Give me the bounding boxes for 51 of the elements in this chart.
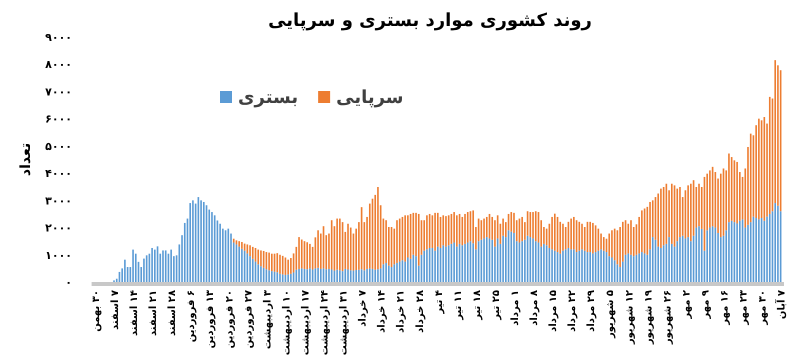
x-tick-label: ۲۷ فروردین: [243, 290, 254, 348]
x-tick-label: ۲۵ تیر: [490, 290, 502, 321]
x-tick-label: ۲۸ خرداد: [414, 290, 426, 333]
x-tick-label: ۲۱ خرداد: [396, 290, 407, 333]
x-tick-label: ۱۶ مهر: [720, 290, 730, 326]
x-tick-label: ۸ مرداد: [529, 290, 540, 326]
x-tick-label: ۶ فروردین: [186, 290, 198, 342]
x-tick-label: ۱۴ خرداد: [376, 290, 388, 333]
x-tick-label: ۵ شهریور: [605, 290, 616, 340]
x-tick-label: ۷ اسفند: [110, 290, 122, 330]
y-tick-label: ۱۰۰۰: [45, 248, 72, 262]
y-tick-label: ۶۰۰۰: [45, 112, 72, 126]
x-tick-label: ۳۰ بهمن: [90, 290, 102, 332]
legend-label: سرپایی: [336, 87, 404, 108]
chart-title: روند کشوری موارد بستری و سرپایی: [268, 10, 592, 31]
x-tick-label: ۷ خرداد: [358, 290, 369, 327]
x-tick-label: ۲۲ مرداد: [567, 290, 578, 332]
y-tick-label: ۴۰۰۰: [45, 167, 72, 180]
x-tick-label: ۱۷ اردیبهشت: [300, 290, 312, 356]
y-tick-label: ۰: [65, 276, 72, 289]
x-tick-label: ۴ تیر: [434, 290, 445, 315]
x-tick-label: ۱ مرداد: [510, 290, 521, 326]
x-tick-label: ۱۵ مرداد: [548, 290, 560, 332]
x-tick-label: ۳۱ اردیبهشت: [338, 290, 350, 356]
x-tick-label: ۱۸ تیر: [472, 290, 483, 321]
x-tick-label: ۱۳ فروردین: [205, 290, 216, 348]
y-tick-label: ۲۰۰۰: [45, 222, 72, 235]
x-tick-label: ۲۶ شهریور: [662, 290, 674, 346]
x-tick-label: ۲۸ اسفند: [167, 290, 178, 336]
y-tick-label: ۸۰۰۰: [45, 58, 72, 72]
x-tick-label: ۱۱ تیر: [452, 290, 464, 321]
x-tick-label: ۱۲ شهریور: [624, 290, 636, 346]
x-tick-label: ۲۳ مهر: [738, 290, 750, 326]
x-tick-label: ۲ مهر: [681, 290, 692, 320]
x-tick-label: ۲۰ فروردین: [224, 290, 236, 348]
y-axis-title: تعداد: [18, 142, 34, 176]
y-tick-label: ۳۰۰۰: [45, 194, 72, 208]
legend-label: بستری: [238, 87, 298, 108]
x-tick-label: ۷ آبان: [774, 290, 788, 320]
x-tick-label: ۱۰ اردیبهشت: [281, 290, 292, 356]
y-tick-label: ۵۰۰۰: [45, 140, 72, 153]
x-tick-label: ۱۹ شهریور: [643, 290, 654, 346]
x-tick-label: ۲۴ اردیبهشت: [320, 290, 331, 356]
x-tick-label: ۳ اردیبهشت: [262, 290, 274, 350]
y-tick-label: ۹۰۰۰: [45, 31, 72, 44]
x-tick-label: ۲۹ مرداد: [586, 290, 598, 332]
y-tick-label: ۷۰۰۰: [45, 85, 72, 98]
x-tick-label: ۲۱ اسفند: [148, 290, 160, 336]
x-tick-label: ۹ مهر: [700, 290, 712, 320]
x-tick-label: ۳۰ مهر: [758, 290, 769, 326]
x-tick-label: ۱۴ اسفند: [129, 290, 140, 336]
